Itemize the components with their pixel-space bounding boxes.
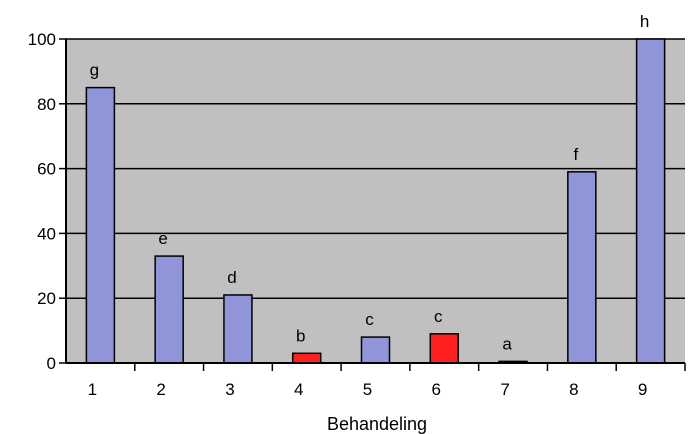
bar-6 [429, 333, 460, 364]
x-tick-label: 4 [294, 380, 303, 399]
y-tick-label: 0 [47, 354, 56, 373]
x-tick-label: 2 [156, 380, 165, 399]
bar-8 [567, 171, 597, 364]
y-tick-label: 100 [28, 30, 56, 49]
y-tick-label: 80 [37, 95, 56, 114]
bar-letter-5: c [365, 310, 374, 329]
bar-letter-8: f [573, 145, 578, 164]
bar-9 [635, 38, 666, 364]
x-tick-label: 8 [569, 380, 578, 399]
bar-letter-3: d [227, 268, 236, 287]
y-axis-ticks: 0 20 40 60 80 100 [28, 30, 66, 373]
x-axis-title: Behandeling [327, 414, 427, 434]
bar-3 [223, 294, 253, 364]
bar-letter-4: b [296, 326, 305, 345]
bar-letter-1: g [90, 61, 99, 80]
bar-1 [85, 86, 116, 364]
bar-2 [154, 255, 184, 364]
bar-letter-labels: g e d b c c a f h [90, 12, 650, 353]
x-tick-label: 5 [363, 380, 372, 399]
bar-letter-2: e [158, 229, 167, 248]
x-tick-label: 1 [88, 380, 97, 399]
bar-letter-9: h [640, 12, 649, 31]
y-tick-label: 20 [37, 289, 56, 308]
x-tick-label: 6 [432, 380, 441, 399]
x-tick-label: 3 [225, 380, 234, 399]
bar-letter-7: a [502, 334, 512, 353]
x-tick-label: 9 [638, 380, 647, 399]
x-axis-ticks: 1 2 3 4 5 6 7 8 9 [88, 363, 686, 399]
x-tick-label: 7 [500, 380, 509, 399]
bars [85, 38, 666, 364]
bar-4 [291, 352, 322, 364]
y-tick-label: 40 [37, 224, 56, 243]
y-tick-label: 60 [37, 160, 56, 179]
bar-letter-6: c [434, 307, 443, 326]
bar-5 [360, 336, 391, 364]
